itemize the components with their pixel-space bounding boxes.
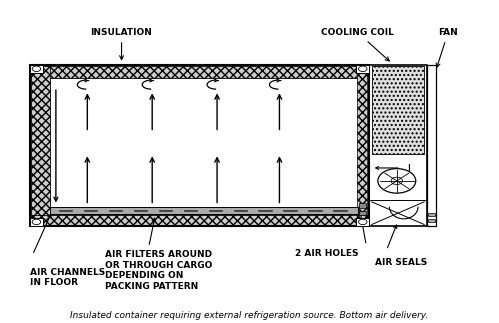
Bar: [428, 219, 435, 222]
Bar: [50, 207, 358, 214]
Bar: [31, 66, 368, 78]
Bar: [428, 213, 435, 216]
Bar: [30, 65, 369, 226]
Text: AIR CHANNELS
IN FLOOR: AIR CHANNELS IN FLOOR: [30, 268, 105, 287]
Bar: [372, 66, 424, 154]
Bar: [357, 66, 367, 225]
Bar: [30, 218, 43, 226]
Text: AIR SEALS: AIR SEALS: [375, 258, 427, 267]
Text: INSULATION: INSULATION: [91, 28, 153, 60]
Text: Insulated container requiring external refrigeration source. Bottom air delivery: Insulated container requiring external r…: [70, 311, 429, 320]
Bar: [356, 65, 369, 73]
Text: 2 AIR HOLES: 2 AIR HOLES: [294, 249, 358, 258]
Bar: [369, 65, 427, 226]
Text: COOLING COIL: COOLING COIL: [321, 28, 394, 61]
Circle shape: [378, 169, 416, 193]
Bar: [31, 66, 50, 225]
Text: FAN: FAN: [436, 28, 458, 67]
Bar: [359, 203, 366, 208]
Bar: [427, 65, 436, 226]
Bar: [356, 218, 369, 226]
Text: AIR FILTERS AROUND
OR THROUGH CARGO
DEPENDING ON
PACKING PATTERN: AIR FILTERS AROUND OR THROUGH CARGO DEPE…: [105, 250, 212, 290]
Bar: [359, 211, 366, 215]
Bar: [31, 215, 368, 225]
Bar: [30, 65, 43, 73]
